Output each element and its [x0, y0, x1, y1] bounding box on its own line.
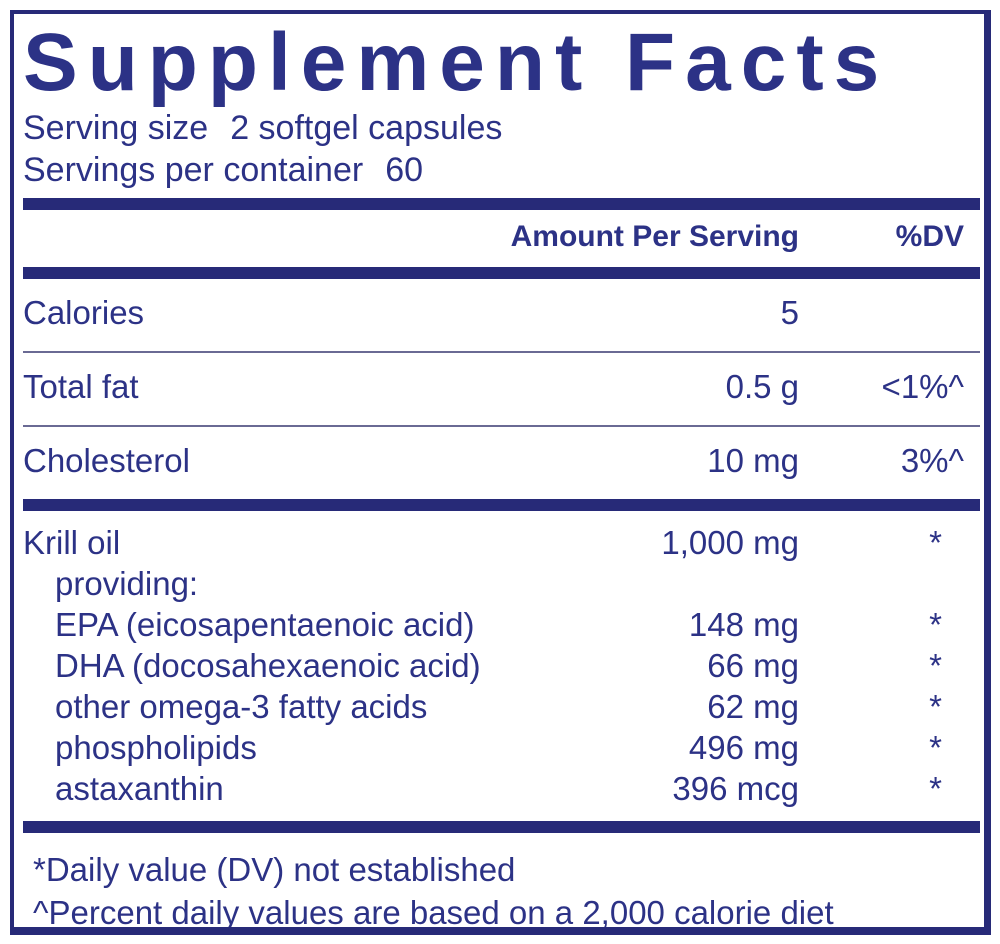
- nutrient-row-cholesterol: Cholesterol 10 mg 3%^: [23, 427, 964, 499]
- nutrient-dv: *: [929, 606, 942, 644]
- nutrient-name: Total fat: [23, 368, 139, 406]
- nutrient-row-dha: DHA (docosahexaenoic acid) 66 mg *: [23, 645, 964, 686]
- nutrient-dv: *: [929, 688, 942, 726]
- servings-per-container-label: Servings per container: [23, 151, 364, 190]
- header-percent-dv: %DV: [895, 220, 964, 254]
- servings-per-container-value: 60: [385, 151, 424, 190]
- serving-size-label: Serving size: [23, 109, 209, 148]
- separator-bar-thick: [23, 821, 980, 834]
- nutrient-name: DHA (docosahexaenoic acid): [55, 647, 481, 685]
- nutrient-name: Calories: [23, 294, 145, 332]
- separator-bar-thick: [23, 499, 980, 512]
- footnote-percent-basis: ^Percent daily values are based on a 2,0…: [33, 894, 834, 932]
- nutrient-amount: 10 mg: [707, 442, 799, 480]
- separator-rule-thin: [23, 351, 980, 354]
- header-amount-per-serving: Amount Per Serving: [510, 220, 799, 254]
- separator-bar-thick: [23, 198, 980, 211]
- nutrient-name: providing:: [55, 565, 199, 603]
- nutrient-amount: 5: [780, 294, 799, 332]
- nutrient-row-total-fat: Total fat 0.5 g <1%^: [23, 353, 964, 425]
- servings-per-container-line: Servings per container 60: [23, 149, 964, 191]
- nutrient-dv: *: [929, 524, 942, 562]
- nutrient-name: phospholipids: [55, 729, 257, 767]
- nutrient-row-krill-oil: Krill oil 1,000 mg *: [23, 522, 964, 563]
- nutrient-name: other omega-3 fatty acids: [55, 688, 428, 726]
- nutrient-dv: <1%^: [881, 368, 964, 406]
- supplement-facts-label: Supplement Facts Serving size 2 softgel c…: [10, 10, 991, 935]
- serving-size-value: 2 softgel capsules: [230, 109, 503, 148]
- nutrient-name: Krill oil: [23, 524, 121, 562]
- nutrient-name: astaxanthin: [55, 770, 224, 808]
- nutrient-amount: 62 mg: [707, 688, 799, 726]
- nutrient-row-other-omega3: other omega-3 fatty acids 62 mg *: [23, 686, 964, 727]
- nutrient-amount: 496 mg: [688, 729, 799, 767]
- nutrient-dv: *: [929, 729, 942, 767]
- label-title: Supplement Facts: [23, 17, 890, 108]
- separator-bar-thick: [23, 267, 980, 280]
- serving-size-line: Serving size 2 softgel capsules: [23, 107, 964, 149]
- serving-info: Serving size 2 softgel capsules Servings …: [23, 107, 964, 191]
- nutrient-amount: 1,000 mg: [661, 524, 799, 562]
- column-header-row: Amount Per Serving %DV: [23, 210, 964, 267]
- nutrient-name: EPA (eicosapentaenoic acid): [55, 606, 475, 644]
- nutrient-row-astaxanthin: astaxanthin 396 mcg *: [23, 768, 964, 809]
- nutrient-row-calories: Calories 5: [23, 279, 964, 351]
- nutrient-amount: 148 mg: [688, 606, 799, 644]
- nutrient-dv: *: [929, 770, 942, 808]
- separator-rule-thin: [23, 425, 980, 428]
- footnote-daily-value: *Daily value (DV) not established: [33, 851, 516, 889]
- nutrient-dv: *: [929, 647, 942, 685]
- footnotes: *Daily value (DV) not established ^Perce…: [23, 833, 964, 932]
- nutrient-dv: 3%^: [900, 442, 964, 480]
- nutrient-name: Cholesterol: [23, 442, 190, 480]
- nutrient-amount: 0.5 g: [725, 368, 799, 406]
- nutrient-amount: 396 mcg: [672, 770, 799, 808]
- nutrient-amount: 66 mg: [707, 647, 799, 685]
- nutrient-row-phospholipids: phospholipids 496 mg *: [23, 727, 964, 768]
- nutrient-row-epa: EPA (eicosapentaenoic acid) 148 mg *: [23, 604, 964, 645]
- nutrient-row-providing: providing:: [23, 563, 964, 604]
- krill-oil-section: Krill oil 1,000 mg * providing: EPA (eic…: [23, 511, 964, 821]
